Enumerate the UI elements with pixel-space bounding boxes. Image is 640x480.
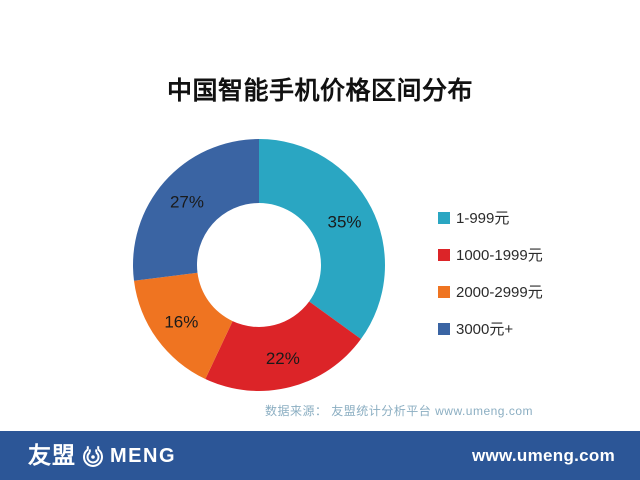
umeng-logo: 友盟 MENG: [28, 444, 176, 468]
donut-slice-3: [133, 139, 259, 281]
slice-label-2: 16%: [164, 312, 198, 331]
footer-bar: 友盟 MENG www.umeng.com: [0, 431, 640, 480]
legend-swatch-icon: [438, 286, 450, 298]
legend-swatch-icon: [438, 323, 450, 335]
donut-slice-1: [205, 301, 361, 391]
legend: 1-999元 1000-1999元 2000-2999元 3000元+: [438, 210, 543, 337]
legend-item-2: 2000-2999元: [438, 284, 543, 300]
umeng-u-icon: [83, 445, 103, 467]
slice-label-1: 22%: [266, 349, 300, 368]
chart-title: 中国智能手机价格区间分布: [166, 77, 473, 105]
legend-label: 1-999元: [456, 209, 510, 227]
legend-item-1: 1000-1999元: [438, 247, 543, 263]
legend-swatch-icon: [438, 249, 450, 261]
legend-item-0: 1-999元: [438, 210, 543, 226]
legend-label: 1000-1999元: [456, 246, 543, 264]
slice-label-0: 35%: [328, 212, 362, 231]
source-note: 数据来源： 友盟统计分析平台 www.umeng.com: [264, 404, 533, 418]
legend-label: 3000元+: [456, 320, 514, 338]
footer-url: www.umeng.com: [471, 445, 615, 465]
umeng-logo-en: MENG: [110, 444, 176, 467]
donut-slice-2: [133, 272, 233, 380]
legend-item-3: 3000元+: [438, 321, 543, 337]
slice-label-3: 27%: [170, 192, 204, 211]
donut-slice-0: [259, 139, 385, 340]
legend-swatch-icon: [438, 212, 450, 224]
legend-label: 2000-2999元: [456, 283, 543, 301]
umeng-logo-cn: 友盟: [28, 442, 76, 468]
